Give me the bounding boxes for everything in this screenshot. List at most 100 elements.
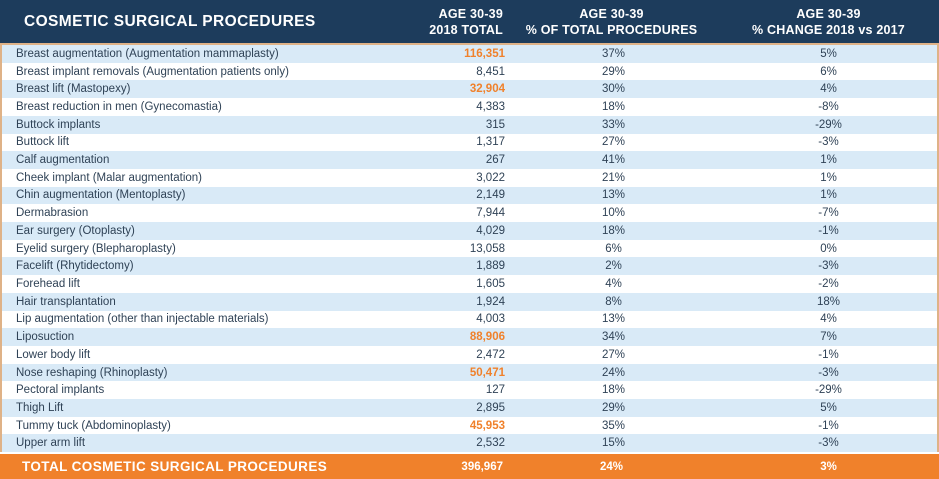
total-2018-cell: 2,895 (476, 401, 505, 414)
column-header-line1: AGE 30-39 (438, 6, 503, 21)
pct-of-total-cell: 18% (601, 224, 626, 237)
column-header-line1: AGE 30-39 (579, 6, 644, 21)
procedure-name-cell: Lip augmentation (other than injectable … (16, 313, 269, 326)
table-row: Buttock lift 1,317 27% -3% (2, 133, 937, 152)
table-row: Chin augmentation (Mentoplasty) 2,149 13… (2, 186, 937, 205)
table-row: Liposuction 88,906 34% 7% (2, 328, 937, 346)
procedure-name-cell: Facelift (Rhytidectomy) (16, 260, 134, 273)
pct-of-total-cell: 2% (605, 260, 622, 273)
column-header-pct-change: AGE 30-39 % CHANGE 2018 vs 2017 (718, 6, 939, 38)
procedure-name-cell: Buttock lift (16, 136, 70, 149)
table-row: Breast implant removals (Augmentation pa… (2, 62, 937, 81)
total-2018-cell: 4,003 (476, 313, 505, 326)
pct-of-total-cell: 10% (601, 207, 626, 220)
table-row: Breast reduction in men (Gynecomastia) 4… (2, 98, 937, 116)
pct-of-total-cell: 8% (605, 295, 622, 308)
total-2018-cell: 8,451 (476, 65, 505, 78)
pct-change-cell: -3% (818, 136, 839, 149)
pct-change-cell: 1% (820, 154, 837, 167)
total-2018-cell: 267 (485, 154, 505, 167)
table-row: Hair transplantation 1,924 8% 18% (2, 292, 937, 311)
pct-of-total-cell: 34% (601, 331, 626, 344)
pct-of-total-cell: 37% (601, 47, 626, 60)
total-pct-change-cell: 3% (820, 460, 837, 473)
total-2018-cell: 315 (485, 118, 505, 131)
pct-of-total-cell: 27% (601, 136, 626, 149)
total-2018-cell: 4,029 (476, 224, 505, 237)
procedure-name-cell: Upper arm lift (16, 437, 86, 450)
procedure-name-cell: Nose reshaping (Rhinoplasty) (16, 366, 168, 379)
pct-of-total-cell: 21% (601, 171, 626, 184)
pct-of-total-cell: 4% (605, 277, 622, 290)
table-header-title-cell: COSMETIC SURGICAL PROCEDURES (0, 13, 390, 31)
pct-of-total-cell: 30% (601, 83, 626, 96)
pct-change-cell: -8% (818, 100, 839, 113)
procedure-name-cell: Chin augmentation (Mentoplasty) (16, 189, 186, 202)
total-label: TOTAL COSMETIC SURGICAL PROCEDURES (22, 459, 328, 474)
pct-of-total-cell: 29% (601, 401, 626, 414)
procedure-name-cell: Cheek implant (Malar augmentation) (16, 171, 203, 184)
total-2018-cell: 1,317 (476, 136, 505, 149)
table-row: Eyelid surgery (Blepharoplasty) 13,058 6… (2, 239, 937, 258)
total-2018-cell: 2,149 (476, 189, 505, 202)
pct-of-total-cell: 27% (601, 348, 626, 361)
pct-change-cell: 5% (820, 47, 837, 60)
table-header-row: COSMETIC SURGICAL PROCEDURES AGE 30-39 2… (0, 0, 939, 43)
table-row: Nose reshaping (Rhinoplasty) 50,471 24% … (2, 363, 937, 382)
pct-change-cell: 4% (820, 313, 837, 326)
table-row: Dermabrasion 7,944 10% -7% (2, 204, 937, 223)
pct-of-total-cell: 15% (601, 437, 626, 450)
procedure-name-cell: Dermabrasion (16, 207, 89, 220)
total-2018-cell: 7,944 (476, 207, 505, 220)
table-body: Breast augmentation (Augmentation mammap… (0, 45, 939, 453)
table-row: Breast augmentation (Augmentation mammap… (2, 45, 937, 63)
table-row: Breast lift (Mastopexy) 32,904 30% 4% (2, 80, 937, 99)
total-2018-cell: 1,889 (476, 260, 505, 273)
pct-change-cell: -3% (818, 437, 839, 450)
total-2018-cell: 127 (485, 384, 505, 397)
procedure-name-cell: Lower body lift (16, 348, 91, 361)
pct-change-cell: 1% (820, 189, 837, 202)
pct-change-cell: 5% (820, 401, 837, 414)
pct-of-total-cell: 13% (601, 313, 626, 326)
total-label-cell: TOTAL COSMETIC SURGICAL PROCEDURES (0, 459, 390, 474)
table-row: Lip augmentation (other than injectable … (2, 310, 937, 329)
table-row: Buttock implants 315 33% -29% (2, 115, 937, 134)
total-2018-cell: 32,904 (469, 83, 505, 96)
pct-change-cell: 1% (820, 171, 837, 184)
table-row: Thigh Lift 2,895 29% 5% (2, 399, 937, 417)
procedure-name-cell: Forehead lift (16, 277, 80, 290)
page-title: COSMETIC SURGICAL PROCEDURES (24, 12, 316, 30)
pct-of-total-cell: 18% (601, 100, 626, 113)
table-row: Tummy tuck (Abdominoplasty) 45,953 35% -… (2, 416, 937, 435)
pct-change-cell: 18% (816, 295, 841, 308)
pct-of-total-cell: 29% (601, 65, 626, 78)
pct-change-cell: -29% (815, 118, 842, 131)
total-2018-cell: 45,953 (469, 419, 505, 432)
procedure-name-cell: Buttock implants (16, 118, 101, 131)
pct-of-total-cell: 13% (601, 189, 626, 202)
total-2018-cell: 1,924 (476, 295, 505, 308)
procedure-name-cell: Pectoral implants (16, 384, 105, 397)
column-header-line2: % CHANGE 2018 vs 2017 (752, 22, 905, 37)
pct-change-cell: -29% (815, 384, 842, 397)
total-2018-cell: 116,351 (464, 47, 505, 60)
pct-change-cell: -1% (818, 419, 839, 432)
pct-change-cell: 6% (820, 65, 837, 78)
pct-change-cell: -1% (818, 224, 839, 237)
pct-of-total-cell: 35% (601, 419, 626, 432)
table-row: Upper arm lift 2,532 15% -3% (2, 434, 937, 453)
pct-of-total-cell: 6% (605, 242, 622, 255)
column-header-line1: AGE 30-39 (796, 6, 861, 21)
pct-change-cell: 7% (820, 331, 837, 344)
procedure-name-cell: Hair transplantation (16, 295, 116, 308)
procedure-name-cell: Tummy tuck (Abdominoplasty) (16, 419, 171, 432)
pct-change-cell: -7% (818, 207, 839, 220)
total-2018-cell: 2,472 (476, 348, 505, 361)
pct-change-cell: 4% (820, 83, 837, 96)
procedure-name-cell: Breast reduction in men (Gynecomastia) (16, 100, 222, 113)
pct-change-cell: -2% (818, 277, 839, 290)
procedure-name-cell: Breast lift (Mastopexy) (16, 83, 131, 96)
pct-change-cell: -3% (818, 366, 839, 379)
